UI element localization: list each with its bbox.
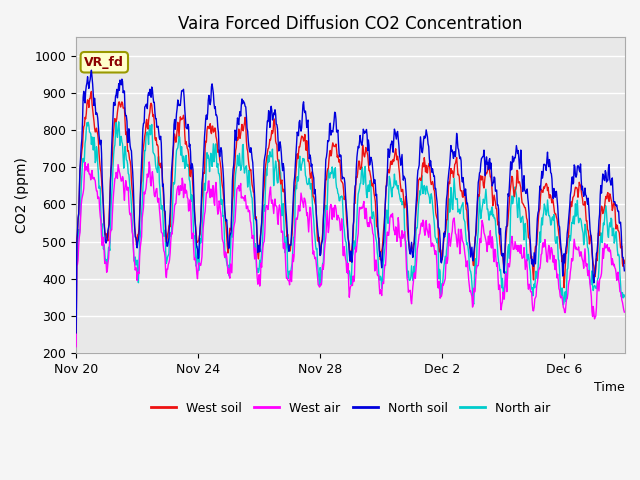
Legend: West soil, West air, North soil, North air: West soil, West air, North soil, North a… — [146, 397, 556, 420]
Text: VR_fd: VR_fd — [84, 56, 124, 69]
Y-axis label: CO2 (ppm): CO2 (ppm) — [15, 157, 29, 233]
Title: Vaira Forced Diffusion CO2 Concentration: Vaira Forced Diffusion CO2 Concentration — [179, 15, 523, 33]
X-axis label: Time: Time — [595, 381, 625, 394]
